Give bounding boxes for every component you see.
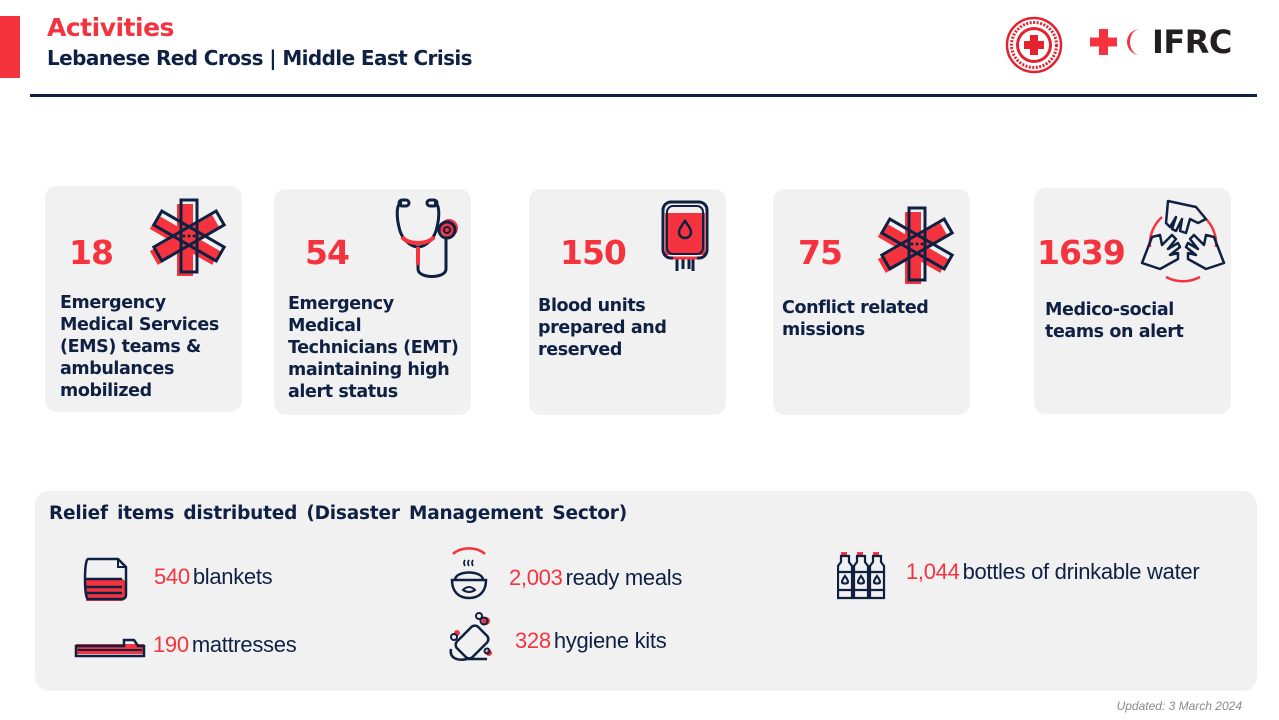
stat-card-emt: 54 Emergency Medical Technicians (EMT) m… [274, 189, 471, 415]
stat-value: 1639 [1037, 233, 1126, 272]
stat-label: Emergency Medical Services (EMS) teams &… [60, 293, 219, 401]
stat-label: Emergency Medical Technicians (EMT) main… [288, 294, 459, 402]
blood-bag-icon [661, 200, 709, 271]
stat-value: 54 [305, 233, 350, 272]
relief-item-ready-meals: 2,003 ready meals [509, 564, 682, 592]
relief-section-title: Relief items distributed (Disaster Manag… [49, 503, 627, 524]
relief-item-value: 1,044 [906, 559, 960, 584]
lebanese-red-cross-logo-icon [1005, 16, 1063, 74]
meal-bowl-icon [450, 547, 488, 600]
star-of-life-icon [877, 206, 955, 284]
stat-label: Medico-social teams on alert [1045, 300, 1184, 342]
water-bottles-icon [837, 552, 886, 600]
page-title: Activities [47, 13, 174, 42]
relief-item-label: mattresses [191, 632, 297, 657]
mattress-icon [74, 638, 146, 658]
stat-label: Blood units prepared and reserved [538, 296, 667, 360]
relief-item-value: 328 [515, 628, 551, 653]
soap-icon [449, 612, 492, 661]
relief-item-water-bottles: 1,044 bottles of drinkable water [906, 558, 1206, 586]
stat-label: Conflict related missions [782, 298, 929, 340]
stat-value: 75 [798, 233, 843, 272]
relief-item-blankets: 540 blankets [154, 563, 273, 591]
red-cross-crescent-icon [1090, 29, 1140, 55]
relief-item-label: ready meals [565, 565, 683, 590]
stat-card-missions: 75 Conflict related missions [773, 189, 970, 415]
title-accent-bar [0, 16, 20, 78]
relief-item-mattresses: 190 mattresses [153, 631, 297, 659]
relief-item-value: 2,003 [509, 565, 563, 590]
stethoscope-icon [395, 198, 458, 278]
stat-card-blood: 150 Blood units prepared and reserved [529, 189, 726, 415]
ifrc-wordmark: IFRC [1152, 23, 1232, 61]
page-subtitle: Lebanese Red Cross | Middle East Crisis [47, 46, 473, 70]
header-divider [30, 94, 1257, 97]
relief-item-hygiene-kits: 328 hygiene kits [515, 627, 667, 655]
relief-item-label: hygiene kits [553, 628, 667, 653]
relief-item-value: 540 [154, 564, 190, 589]
star-of-life-icon [149, 198, 227, 276]
hands-together-icon [1140, 199, 1226, 283]
stat-card-medico-social: 1639 Medico-social teams on alert [1034, 188, 1231, 414]
stat-value: 18 [69, 233, 114, 272]
stat-value: 150 [560, 233, 627, 272]
relief-item-value: 190 [153, 632, 189, 657]
relief-item-label: bottles of drinkable water [962, 559, 1200, 584]
blanket-icon [83, 557, 128, 601]
ifrc-logo: IFRC [1090, 26, 1232, 58]
stat-card-ems: 18 Emergency Medical Services (EMS) team… [45, 186, 242, 412]
relief-items-panel: Relief items distributed (Disaster Manag… [35, 491, 1257, 691]
updated-date: Updated: 3 March 2024 [1116, 699, 1242, 713]
relief-item-label: blankets [192, 564, 273, 589]
